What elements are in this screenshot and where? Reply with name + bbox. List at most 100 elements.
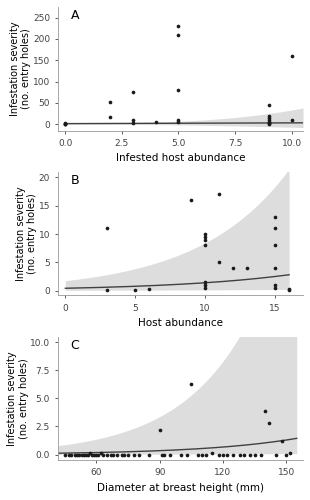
Point	[168, 450, 173, 458]
Point	[203, 233, 208, 241]
Point	[63, 120, 68, 128]
Point	[63, 120, 68, 128]
Point	[241, 450, 246, 458]
Point	[195, 450, 200, 458]
Text: C: C	[71, 339, 79, 352]
Point	[248, 450, 253, 458]
Point	[272, 224, 277, 232]
Point	[75, 450, 80, 458]
Point	[189, 196, 194, 204]
Point	[259, 450, 263, 458]
Point	[132, 450, 137, 458]
Point	[203, 278, 208, 286]
Point	[178, 450, 183, 458]
X-axis label: Host abundance: Host abundance	[138, 318, 223, 328]
Point	[231, 264, 236, 272]
Point	[289, 116, 294, 124]
Point	[203, 230, 208, 238]
Point	[267, 116, 272, 124]
Point	[267, 120, 272, 128]
X-axis label: Diameter at breast height (mm): Diameter at breast height (mm)	[97, 483, 264, 493]
Point	[69, 450, 73, 458]
Point	[288, 450, 293, 458]
Point	[199, 450, 204, 458]
Point	[119, 450, 124, 458]
Point	[245, 264, 250, 272]
Point	[267, 119, 272, 127]
Point	[131, 88, 136, 96]
Point	[90, 450, 95, 458]
Point	[217, 190, 222, 198]
Point	[126, 450, 131, 458]
Point	[96, 450, 101, 458]
Point	[217, 258, 222, 266]
Point	[203, 284, 208, 292]
Point	[176, 30, 181, 38]
Point	[136, 450, 141, 458]
Point	[225, 450, 230, 458]
Point	[263, 406, 268, 414]
Point	[115, 450, 120, 458]
Point	[83, 450, 88, 458]
Point	[267, 118, 272, 126]
Point	[203, 281, 208, 289]
Point	[272, 281, 277, 289]
Point	[267, 120, 272, 128]
Point	[204, 450, 209, 458]
Point	[147, 285, 152, 293]
Point	[216, 450, 221, 458]
Y-axis label: Infestation severity
(no. entry holes): Infestation severity (no. entry holes)	[16, 186, 37, 281]
Point	[131, 119, 136, 127]
Point	[79, 450, 84, 458]
Point	[203, 242, 208, 250]
Point	[73, 450, 78, 458]
Y-axis label: Infestation severity
(no. entry holes): Infestation severity (no. entry holes)	[7, 351, 29, 446]
Point	[94, 450, 99, 458]
Point	[66, 450, 71, 458]
Point	[272, 264, 277, 272]
Point	[63, 120, 68, 128]
Point	[86, 450, 91, 458]
Point	[162, 450, 166, 458]
Point	[100, 450, 105, 458]
Point	[157, 426, 162, 434]
Point	[289, 52, 294, 60]
Point	[203, 236, 208, 244]
Point	[121, 450, 126, 458]
Point	[272, 284, 277, 292]
Point	[252, 450, 257, 458]
Point	[286, 285, 291, 293]
Point	[131, 116, 136, 124]
Point	[284, 450, 289, 458]
Point	[267, 112, 272, 120]
Point	[92, 450, 97, 458]
Point	[280, 437, 285, 445]
Point	[220, 450, 225, 458]
Point	[267, 114, 272, 122]
Point	[272, 213, 277, 221]
Point	[273, 450, 278, 458]
Y-axis label: Infestation severity
(no. entry holes): Infestation severity (no. entry holes)	[10, 22, 31, 116]
Point	[81, 450, 86, 458]
Point	[231, 450, 236, 458]
Point	[62, 450, 67, 458]
Point	[147, 450, 152, 458]
Point	[237, 450, 242, 458]
Point	[104, 450, 109, 458]
Point	[176, 116, 181, 124]
Point	[272, 242, 277, 250]
Point	[77, 450, 82, 458]
Point	[133, 286, 138, 294]
Point	[286, 286, 291, 294]
Point	[111, 450, 116, 458]
Point	[176, 118, 181, 126]
Point	[267, 419, 272, 427]
Point	[105, 224, 110, 232]
Point	[98, 450, 103, 458]
Point	[108, 113, 113, 121]
Point	[189, 380, 194, 388]
Point	[63, 120, 68, 128]
Point	[105, 286, 110, 294]
Text: B: B	[71, 174, 79, 187]
Point	[267, 101, 272, 109]
